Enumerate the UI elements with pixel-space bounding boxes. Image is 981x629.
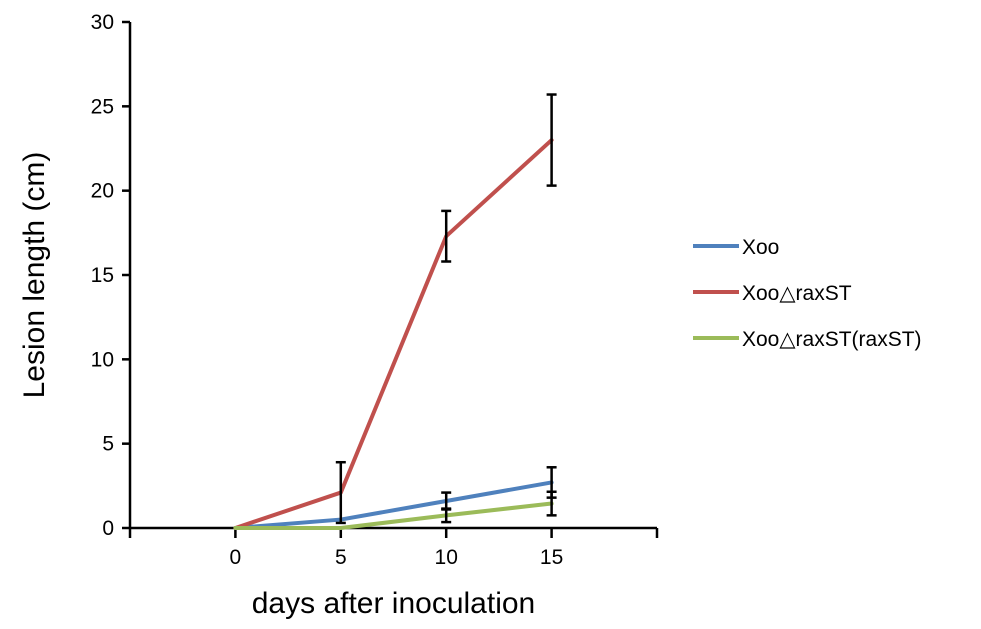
y-tick-label: 25 <box>91 95 114 118</box>
y-tick-label: 0 <box>102 517 114 540</box>
legend-item: Xoo <box>693 236 779 259</box>
legend-item: Xoo△raxST(raxST) <box>693 328 922 351</box>
error-bars <box>336 95 557 523</box>
legend: Xoo Xoo△raxST Xoo△raxST(raxST) <box>693 236 922 351</box>
legend-label: Xoo△raxST <box>742 282 852 305</box>
x-tick-label: 0 <box>230 546 242 569</box>
legend-label: Xoo <box>742 236 779 259</box>
y-ticks: 0 5 10 15 20 25 30 <box>91 11 130 540</box>
error-bar <box>441 211 451 262</box>
legend-label: Xoo△raxST(raxST) <box>742 328 922 351</box>
x-tick-label: 10 <box>435 546 458 569</box>
y-axis-title: Lesion length (cm) <box>18 152 51 399</box>
plot-area: 0 5 10 15 20 25 30 0 5 10 15 <box>91 11 657 569</box>
x-ticks: 0 5 10 15 <box>130 528 657 569</box>
series-lines <box>235 140 551 528</box>
error-bar <box>547 95 557 186</box>
x-tick-label: 15 <box>540 546 563 569</box>
legend-item: Xoo△raxST <box>693 282 852 305</box>
y-tick-label: 10 <box>91 348 114 371</box>
y-tick-label: 5 <box>102 433 114 456</box>
y-tick-label: 20 <box>91 180 114 203</box>
x-axis-title: days after inoculation <box>252 587 536 620</box>
x-tick-label: 5 <box>335 546 347 569</box>
y-tick-label: 30 <box>91 11 114 34</box>
y-tick-label: 15 <box>91 264 114 287</box>
series-line <box>235 140 551 528</box>
